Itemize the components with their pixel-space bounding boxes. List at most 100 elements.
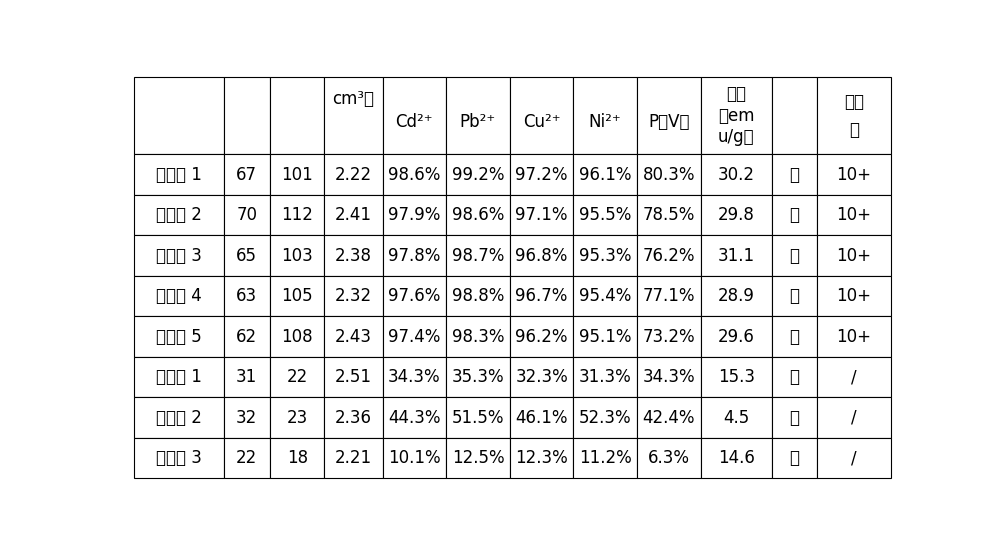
- Bar: [270, 397, 324, 438]
- Bar: [637, 78, 701, 155]
- Bar: [324, 276, 383, 316]
- Bar: [573, 316, 637, 357]
- Text: cm³）: cm³）: [332, 90, 374, 108]
- Bar: [510, 155, 573, 195]
- Bar: [324, 316, 383, 357]
- Text: 易: 易: [790, 368, 800, 386]
- Bar: [772, 397, 817, 438]
- Bar: [446, 155, 510, 195]
- Bar: [224, 316, 270, 357]
- Text: 2.41: 2.41: [335, 206, 372, 224]
- Bar: [134, 235, 224, 276]
- Bar: [772, 316, 817, 357]
- Bar: [573, 357, 637, 397]
- Bar: [701, 235, 772, 276]
- Text: 22: 22: [236, 449, 257, 467]
- Text: 28.9: 28.9: [718, 287, 755, 305]
- Bar: [270, 155, 324, 195]
- Bar: [446, 276, 510, 316]
- Bar: [637, 155, 701, 195]
- Text: 108: 108: [281, 328, 313, 346]
- Bar: [817, 276, 891, 316]
- Text: 10+: 10+: [836, 165, 871, 183]
- Text: 76.2%: 76.2%: [643, 247, 695, 265]
- Text: 112: 112: [281, 206, 313, 224]
- Bar: [701, 397, 772, 438]
- Text: 65: 65: [236, 247, 257, 265]
- Bar: [383, 316, 446, 357]
- Text: Cd²⁺: Cd²⁺: [396, 113, 433, 131]
- Bar: [324, 397, 383, 438]
- Text: 31: 31: [236, 368, 257, 386]
- Bar: [573, 195, 637, 235]
- Bar: [573, 276, 637, 316]
- Bar: [134, 397, 224, 438]
- Text: 30.2: 30.2: [718, 165, 755, 183]
- Bar: [324, 195, 383, 235]
- Bar: [446, 195, 510, 235]
- Bar: [446, 235, 510, 276]
- Text: 98.6%: 98.6%: [388, 165, 441, 183]
- Bar: [772, 195, 817, 235]
- Bar: [701, 155, 772, 195]
- Text: 易: 易: [790, 449, 800, 467]
- Text: （em: （em: [718, 107, 755, 125]
- Bar: [224, 155, 270, 195]
- Text: 实施例 2: 实施例 2: [156, 206, 202, 224]
- Bar: [637, 276, 701, 316]
- Bar: [383, 276, 446, 316]
- Bar: [446, 438, 510, 478]
- Text: Ni²⁺: Ni²⁺: [589, 113, 622, 131]
- Bar: [134, 357, 224, 397]
- Bar: [134, 276, 224, 316]
- Bar: [324, 438, 383, 478]
- Bar: [510, 357, 573, 397]
- Text: 98.6%: 98.6%: [452, 206, 504, 224]
- Text: 32: 32: [236, 408, 257, 426]
- Text: 易: 易: [790, 247, 800, 265]
- Bar: [270, 195, 324, 235]
- Text: 实施例 1: 实施例 1: [156, 165, 202, 183]
- Text: 10+: 10+: [836, 247, 871, 265]
- Text: 12.3%: 12.3%: [515, 449, 568, 467]
- Text: 22: 22: [287, 368, 308, 386]
- Text: 6.3%: 6.3%: [648, 449, 690, 467]
- Bar: [772, 357, 817, 397]
- Text: 2.32: 2.32: [335, 287, 372, 305]
- Bar: [573, 397, 637, 438]
- Text: 77.1%: 77.1%: [643, 287, 695, 305]
- Bar: [270, 316, 324, 357]
- Text: 98.3%: 98.3%: [452, 328, 504, 346]
- Bar: [772, 78, 817, 155]
- Bar: [224, 235, 270, 276]
- Text: 98.8%: 98.8%: [452, 287, 504, 305]
- Bar: [772, 438, 817, 478]
- Bar: [134, 155, 224, 195]
- Text: 2.43: 2.43: [335, 328, 372, 346]
- Text: 14.6: 14.6: [718, 449, 755, 467]
- Bar: [383, 155, 446, 195]
- Text: 比较例 1: 比较例 1: [156, 368, 202, 386]
- Text: 62: 62: [236, 328, 257, 346]
- Text: 73.2%: 73.2%: [643, 328, 695, 346]
- Text: 101: 101: [281, 165, 313, 183]
- Bar: [637, 235, 701, 276]
- Bar: [701, 357, 772, 397]
- Text: 96.2%: 96.2%: [515, 328, 568, 346]
- Bar: [324, 78, 383, 155]
- Bar: [510, 195, 573, 235]
- Text: 实施例 3: 实施例 3: [156, 247, 202, 265]
- Text: 31.1: 31.1: [718, 247, 755, 265]
- Bar: [270, 235, 324, 276]
- Bar: [817, 155, 891, 195]
- Bar: [510, 438, 573, 478]
- Bar: [270, 276, 324, 316]
- Bar: [383, 78, 446, 155]
- Bar: [134, 78, 224, 155]
- Text: u/g）: u/g）: [718, 128, 755, 146]
- Bar: [324, 155, 383, 195]
- Bar: [224, 438, 270, 478]
- Text: 97.1%: 97.1%: [515, 206, 568, 224]
- Bar: [383, 195, 446, 235]
- Bar: [446, 397, 510, 438]
